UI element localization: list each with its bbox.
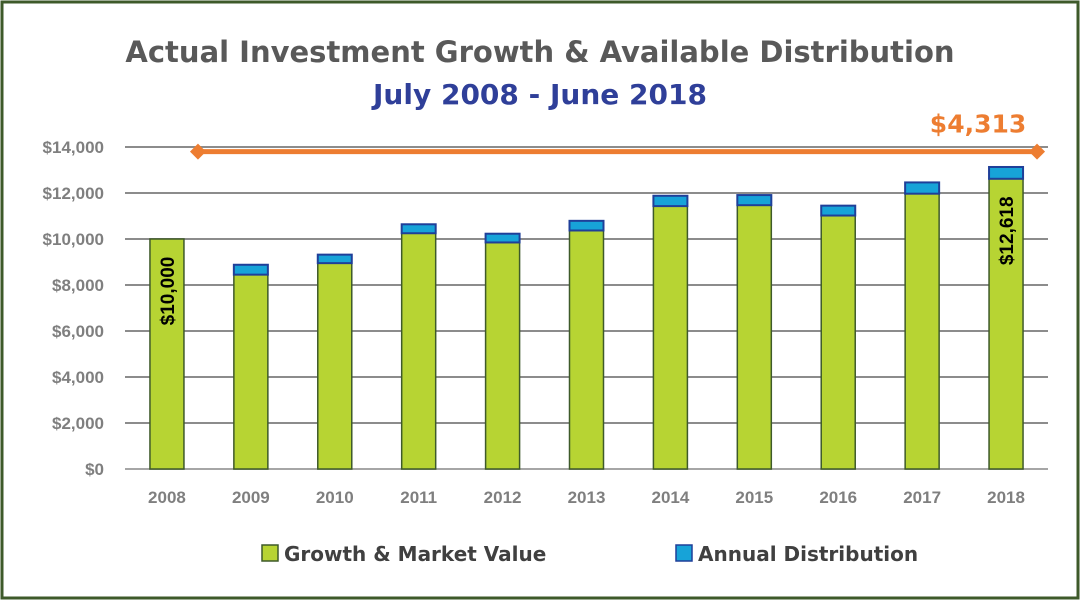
bars: $10,000 $12,618 (149, 165, 1025, 470)
x-tick-label: 2018 (987, 488, 1025, 507)
y-tick-label: $6,000 (52, 322, 104, 341)
bar-growth (988, 178, 1024, 470)
bar-growth (820, 214, 856, 470)
bar-distribution (904, 181, 941, 195)
bar-distribution (316, 253, 353, 265)
legend-label-distribution: Annual Distribution (698, 542, 918, 566)
range-end-marker (1029, 143, 1046, 160)
x-axis: 2008 2009 2010 2011 2012 2013 2014 2015 2016 2017… (148, 488, 1025, 507)
bar-distribution (988, 165, 1025, 180)
y-tick-label: $0 (85, 460, 104, 479)
legend: Growth & Market Value Annual Distributio… (261, 542, 918, 566)
x-tick-label: 2008 (148, 488, 186, 507)
bar-growth (484, 241, 521, 470)
x-tick-label: 2009 (232, 488, 270, 507)
bar-growth (233, 273, 269, 470)
bar-growth (317, 262, 353, 470)
bar-distribution (568, 219, 605, 232)
chart-subtitle: July 2008 - June 2018 (371, 78, 707, 111)
bar-growth (904, 192, 940, 470)
legend-swatch-distribution (675, 544, 693, 562)
x-tick-label: 2014 (651, 488, 689, 507)
y-axis: $0 $2,000 $4,000 $6,000 $8,000 $10,000 $12,000… (43, 138, 104, 479)
bar-growth (568, 229, 605, 470)
bar-distribution (820, 204, 857, 217)
x-tick-label: 2012 (484, 488, 522, 507)
y-tick-label: $10,000 (43, 230, 104, 249)
x-tick-label: 2011 (400, 488, 437, 507)
data-label: $10,000 (158, 257, 179, 326)
x-tick-label: 2010 (316, 488, 354, 507)
total-distribution-label: $4,313 (930, 110, 1026, 139)
bar-growth (149, 238, 185, 470)
y-tick-label: $4,000 (52, 368, 104, 387)
bar-distribution (232, 263, 269, 276)
bar-distribution (484, 232, 521, 244)
legend-label-growth: Growth & Market Value (284, 542, 546, 566)
x-tick-label: 2015 (735, 488, 773, 507)
bar-growth (736, 204, 773, 470)
bar-distribution (652, 194, 689, 208)
y-tick-label: $2,000 (52, 414, 104, 433)
bar-distribution (736, 194, 773, 207)
bar-growth (652, 205, 689, 470)
y-tick-label: $14,000 (43, 138, 104, 157)
data-label: $12,618 (997, 196, 1018, 265)
x-tick-label: 2013 (568, 488, 606, 507)
chart-title: Actual Investment Growth & Available Dis… (125, 35, 954, 69)
x-tick-label: 2017 (903, 488, 941, 507)
bar-growth (400, 232, 437, 470)
distribution-annotation: $4,313 (189, 110, 1046, 160)
legend-swatch-growth (261, 544, 279, 562)
y-tick-label: $8,000 (52, 276, 104, 295)
range-start-marker (189, 143, 206, 160)
x-tick-label: 2016 (819, 488, 857, 507)
y-tick-label: $12,000 (43, 184, 104, 203)
bar-distribution (400, 223, 437, 235)
